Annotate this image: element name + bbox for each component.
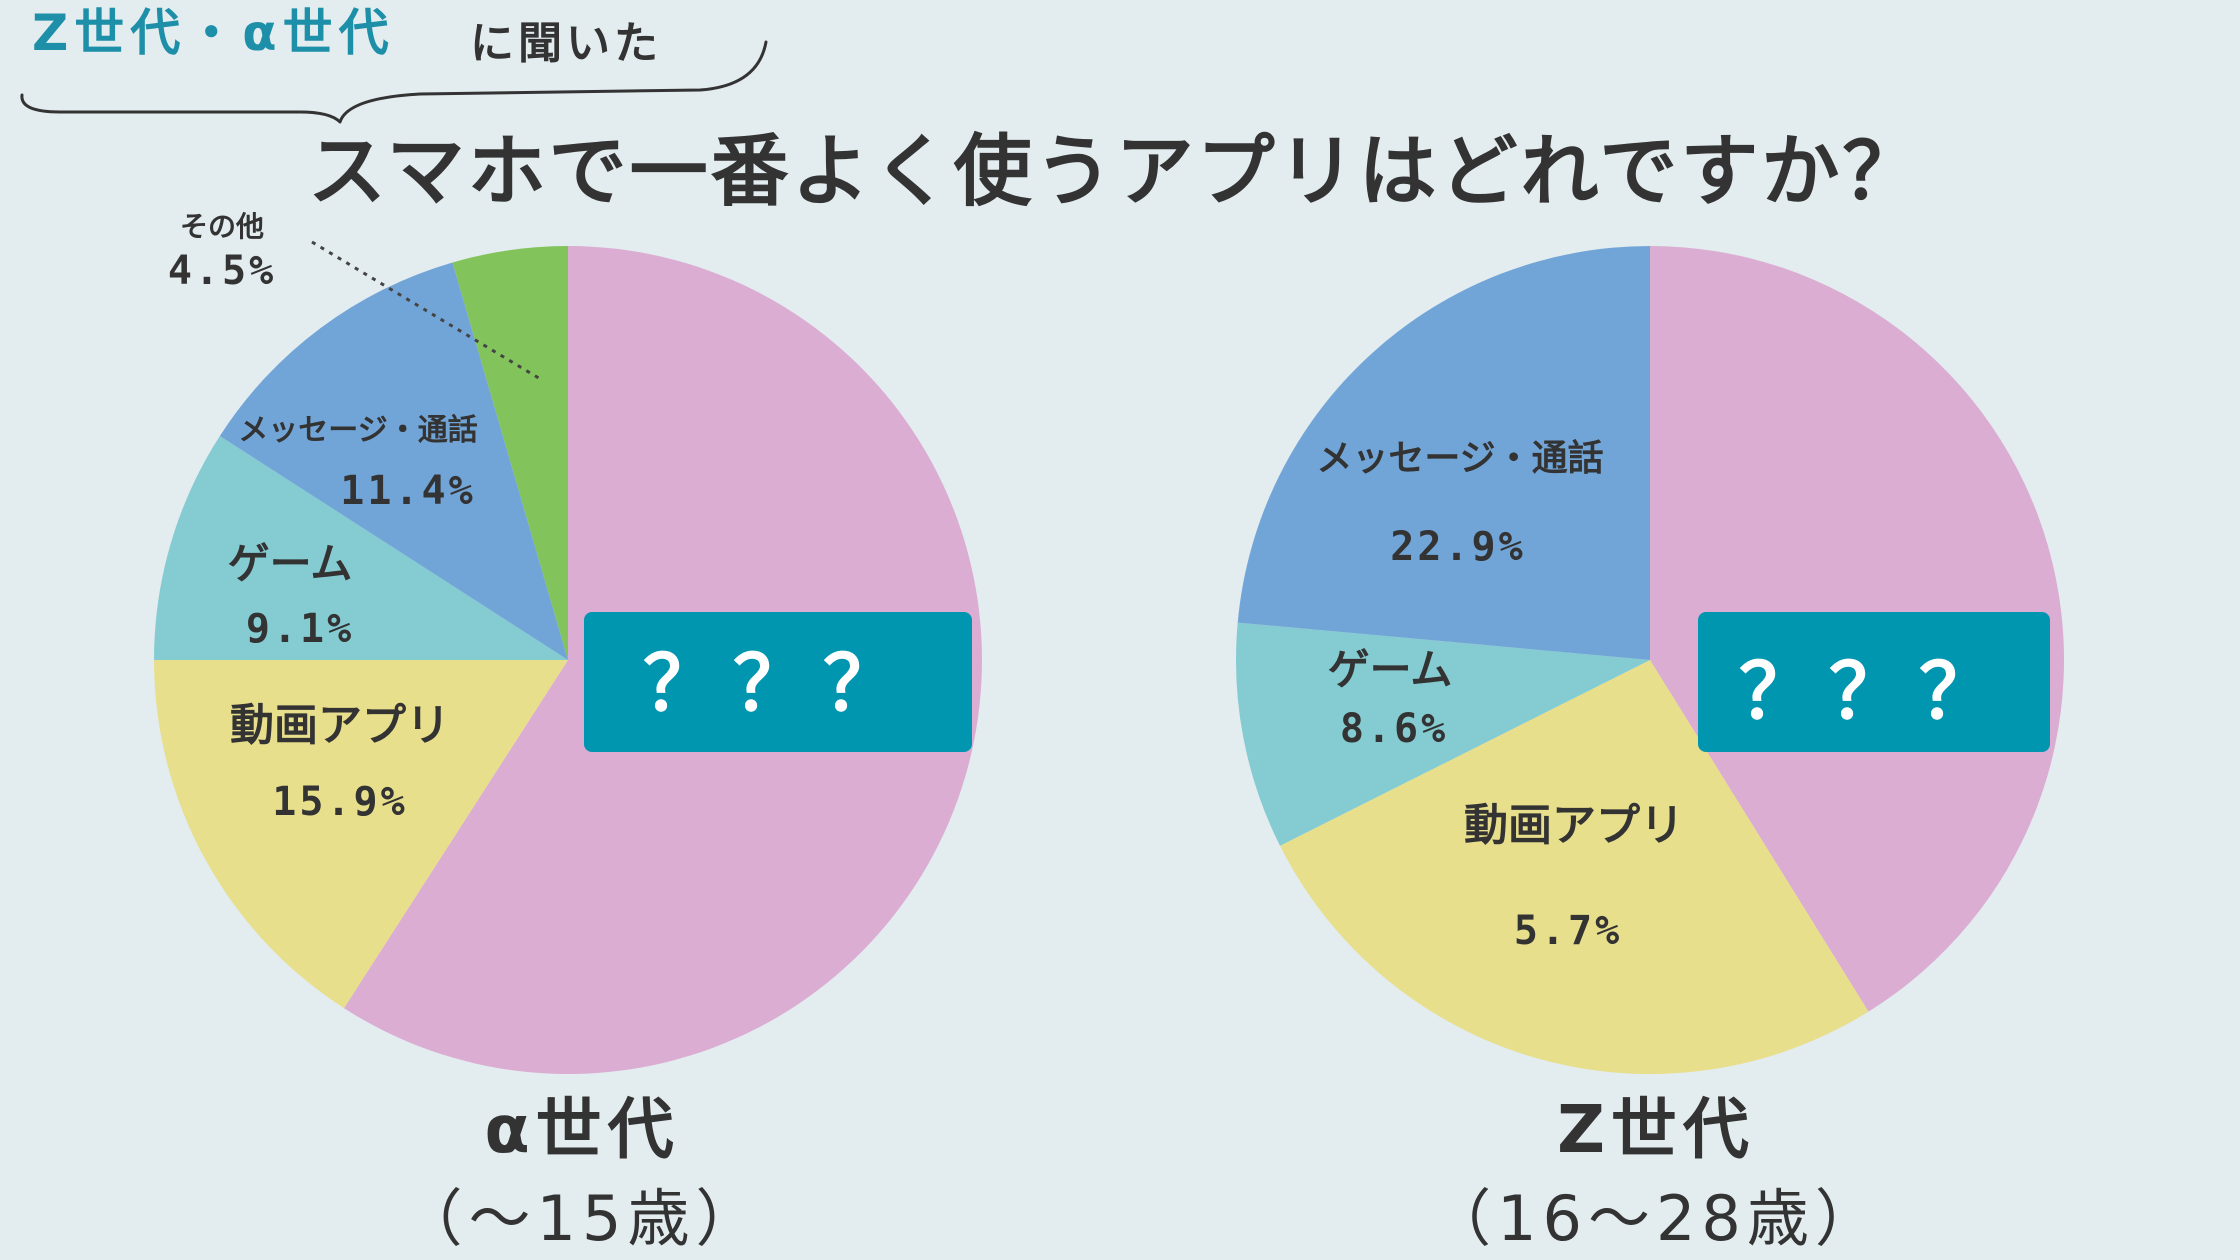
leader-line-other [311, 240, 543, 382]
page-title: スマホで一番よく使うアプリはどれですか？ [308, 127, 1923, 217]
hidden-answer-box [584, 612, 972, 752]
pie-slice-game [154, 435, 568, 660]
pie-slice-message-call [219, 262, 568, 660]
header: Z世代・α世代 に聞いた スマホで一番よく使うアプリはどれですか？ [20, 4, 1923, 217]
slice-label-message: メッセージ・通話 [238, 413, 477, 448]
slice-label-video: 動画アプリ [230, 700, 450, 751]
pie-slice-video-app [1280, 660, 1869, 1074]
slice-pct-game: 8.6% [1340, 706, 1448, 752]
slice-label-game: ゲーム [1328, 645, 1453, 694]
pie-slice-other [452, 246, 568, 660]
hidden-answer-label: ？？？ [1739, 647, 2009, 736]
slice-label-other: その他 [180, 210, 264, 243]
slice-label-video: 動画アプリ [1464, 800, 1684, 851]
slice-pct-message: 22.9% [1390, 524, 1525, 570]
subtitle-rest: に聞いた [470, 18, 662, 69]
hidden-answer-box [1698, 612, 2050, 752]
pie-slice-game [1236, 622, 1650, 846]
hidden-answer-label: ？？？ [643, 639, 913, 728]
group-label-z: Z世代 [1557, 1091, 1755, 1168]
pie-slice-message-call [1237, 245, 1650, 661]
slice-label-game: ゲーム [228, 539, 353, 588]
pie-slice-video-app [154, 660, 568, 1009]
age-label-alpha: （〜15歳） [401, 1182, 764, 1255]
subtitle-accent: Z世代・α世代 [32, 4, 395, 62]
slice-label-message: メッセージ・通話 [1316, 438, 1603, 479]
subtitle-underline [20, 40, 768, 124]
pie-chart-alpha: その他 4.5% メッセージ・通話 11.4% ゲーム 9.1% 動画アプリ 1… [154, 210, 982, 1255]
slice-pct-other: 4.5% [168, 248, 276, 294]
age-label-z: （16〜28歳） [1429, 1182, 1883, 1255]
slice-pct-video: 5.7% [1514, 908, 1622, 954]
slice-pct-game: 9.1% [246, 606, 354, 652]
slice-pct-message: 11.4% [340, 468, 475, 514]
pie-chart-z: メッセージ・通話 22.9% ゲーム 8.6% 動画アプリ 5.7% ？？？ Z… [1236, 245, 2064, 1255]
group-label-alpha: α世代 [484, 1091, 679, 1168]
slice-pct-video: 15.9% [272, 779, 407, 825]
pie-slices [1236, 245, 2064, 1074]
